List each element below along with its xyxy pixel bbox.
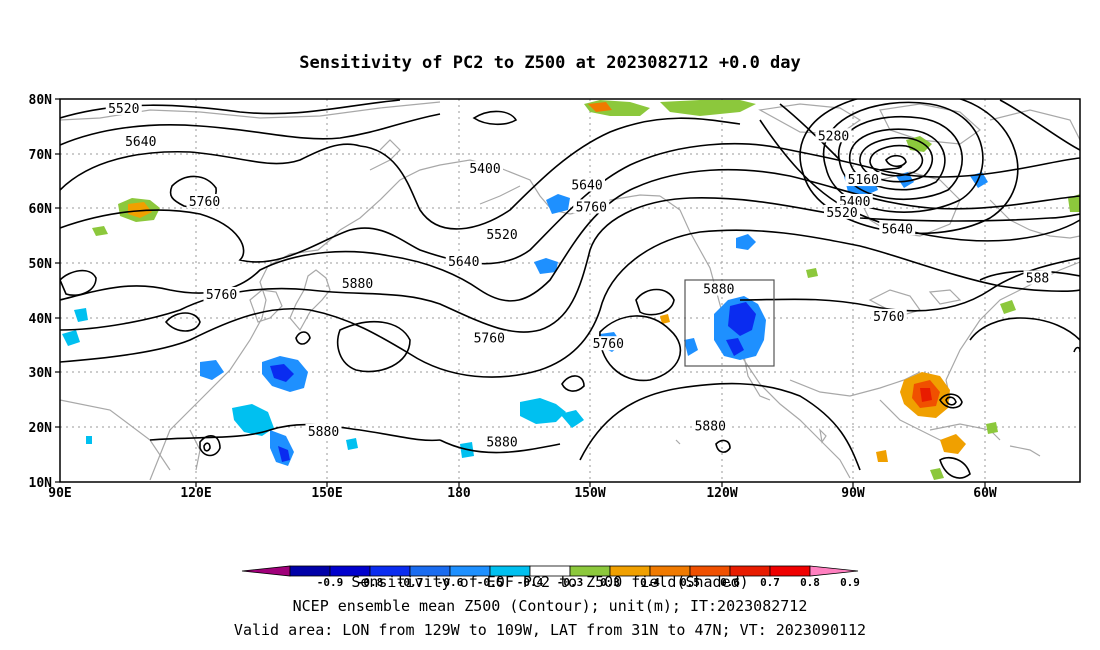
colorbar-tick-label: 0.8: [800, 576, 820, 589]
contour-label-bg: [484, 434, 520, 449]
contour-label: 5520: [826, 206, 857, 221]
footer-line-1: Sensitivity of EOF PC2 to Z500 field(Sha…: [351, 573, 748, 591]
contour-label: 5400: [469, 162, 500, 177]
contour-label-bg: [339, 276, 376, 291]
contour-label: 5760: [873, 310, 904, 325]
colorbar-segment: [769, 565, 811, 577]
contour-label-bg: [870, 308, 907, 323]
colorbar-arrow-left: [241, 565, 291, 577]
contour-label-bg: [692, 418, 729, 433]
colorbar-tick-label: -0.9: [317, 576, 344, 589]
contour-label-bg: [590, 336, 627, 351]
colorbar-segment: [289, 565, 331, 577]
contour-label: 5160: [848, 173, 879, 188]
lon-tick-120w: 120W: [706, 486, 737, 501]
colorbar-tick-label: 0.9: [840, 576, 860, 589]
colorbar-tick-label: 0.6: [720, 576, 740, 589]
colorbar-arrow-right: [809, 565, 859, 577]
contour-label: 5640: [448, 255, 479, 270]
contour-label-bg: [445, 254, 482, 269]
lat-tick-20n: 20N: [29, 421, 53, 436]
colorbar: -0.9 -0.8 -0.7 -0.6 -0.5 -0.4 -0.3 0.3 0.4 0.5 0.6…: [241, 565, 860, 591]
lat-tick-40n: 40N: [29, 312, 53, 327]
contour-label-bg: [573, 199, 610, 214]
contour-label-bg: [879, 221, 916, 236]
contour-label-bg: [122, 133, 159, 148]
contour-label: 588: [1026, 272, 1049, 287]
longitude-axis: 90E 120E 150E 180 150W 120W 90W 60W: [48, 482, 997, 501]
contour-label: 5640: [125, 135, 156, 150]
lon-tick-90w: 90W: [841, 486, 865, 501]
footer-line-2: NCEP ensemble mean Z500 (Contour); unit(…: [293, 597, 808, 615]
colorbar-tick-label: -0.6: [437, 576, 464, 589]
contour-label: 5880: [695, 419, 726, 434]
lon-tick-150w: 150W: [574, 486, 605, 501]
colorbar-tick-label: 0.4: [640, 576, 660, 589]
contour-label: 5880: [308, 425, 339, 440]
contour-label-bg: [484, 226, 520, 241]
colorbar-tick-label: -0.5: [477, 576, 504, 589]
contour-label: 5880: [703, 283, 734, 298]
contour-label: 5760: [189, 195, 220, 210]
contour-label-bg: [824, 204, 860, 219]
contour-label: 5640: [571, 179, 602, 194]
lon-tick-150e: 150E: [311, 486, 342, 501]
contour-label-bg: [845, 172, 882, 187]
contour-label: 5760: [576, 200, 607, 215]
contour-label-bg: [1023, 270, 1052, 285]
contour-label-bg: [305, 423, 342, 438]
contour-label: 5760: [593, 337, 624, 352]
colorbar-tick-label: 0.3: [600, 576, 620, 589]
contour-label-bg: [467, 161, 503, 176]
contour-label-bg: [203, 286, 240, 301]
lat-tick-80n: 80N: [29, 93, 53, 108]
contour-label: 5520: [486, 228, 517, 243]
lon-tick-90e: 90E: [48, 486, 71, 501]
colorbar-tick-label: -0.8: [357, 576, 384, 589]
lat-tick-60n: 60N: [29, 202, 53, 217]
map-border: [59, 98, 1081, 483]
contour-label: 5880: [342, 277, 373, 292]
contour-label: 5760: [206, 288, 237, 303]
graticule: [60, 99, 1080, 482]
footer-line-3: Valid area: LON from 129W to 109W, LAT f…: [234, 621, 866, 639]
colorbar-tick-label: -0.4: [517, 576, 544, 589]
contour-label-bg: [186, 193, 223, 208]
colorbar-tick-label: -0.3: [557, 576, 584, 589]
contour-label: 5760: [474, 332, 505, 347]
contour-label: 5280: [818, 129, 849, 144]
contour-label-bg: [700, 281, 737, 296]
lon-tick-120e: 120E: [180, 486, 211, 501]
lat-tick-10n: 10N: [29, 476, 53, 491]
contour-labels: 5520 5640 5400 5640 5760 5520 5640 5760 5760 5880…: [105, 100, 1052, 451]
map-title: Sensitivity of PC2 to Z500 at 2023082712…: [299, 53, 801, 73]
lon-tick-60w: 60W: [973, 486, 997, 501]
contour-label: 5640: [882, 222, 913, 237]
contour-label-bg: [471, 330, 508, 345]
colorbar-tick-label: 0.7: [760, 576, 780, 589]
lon-tick-180: 180: [447, 486, 471, 501]
colorbar-tick-label: 0.5: [680, 576, 700, 589]
colorbar-tick-label: -0.7: [397, 576, 424, 589]
contour-label-bg: [105, 100, 142, 115]
contour-label-bg: [815, 128, 852, 143]
latitude-axis: 80N 70N 60N 50N 40N 30N 20N 10N: [29, 93, 60, 491]
valid-area-box: [684, 279, 775, 367]
lat-tick-70n: 70N: [29, 148, 53, 163]
lat-tick-50n: 50N: [29, 257, 53, 272]
contour-label: 5880: [486, 436, 517, 451]
contour-label-bg: [836, 193, 873, 208]
contour-label: 5520: [108, 102, 139, 117]
z500-contours: [60, 99, 1080, 479]
sensitivity-shading: [62, 100, 1080, 480]
lat-tick-30n: 30N: [29, 366, 53, 381]
contour-label-bg: [569, 177, 605, 192]
